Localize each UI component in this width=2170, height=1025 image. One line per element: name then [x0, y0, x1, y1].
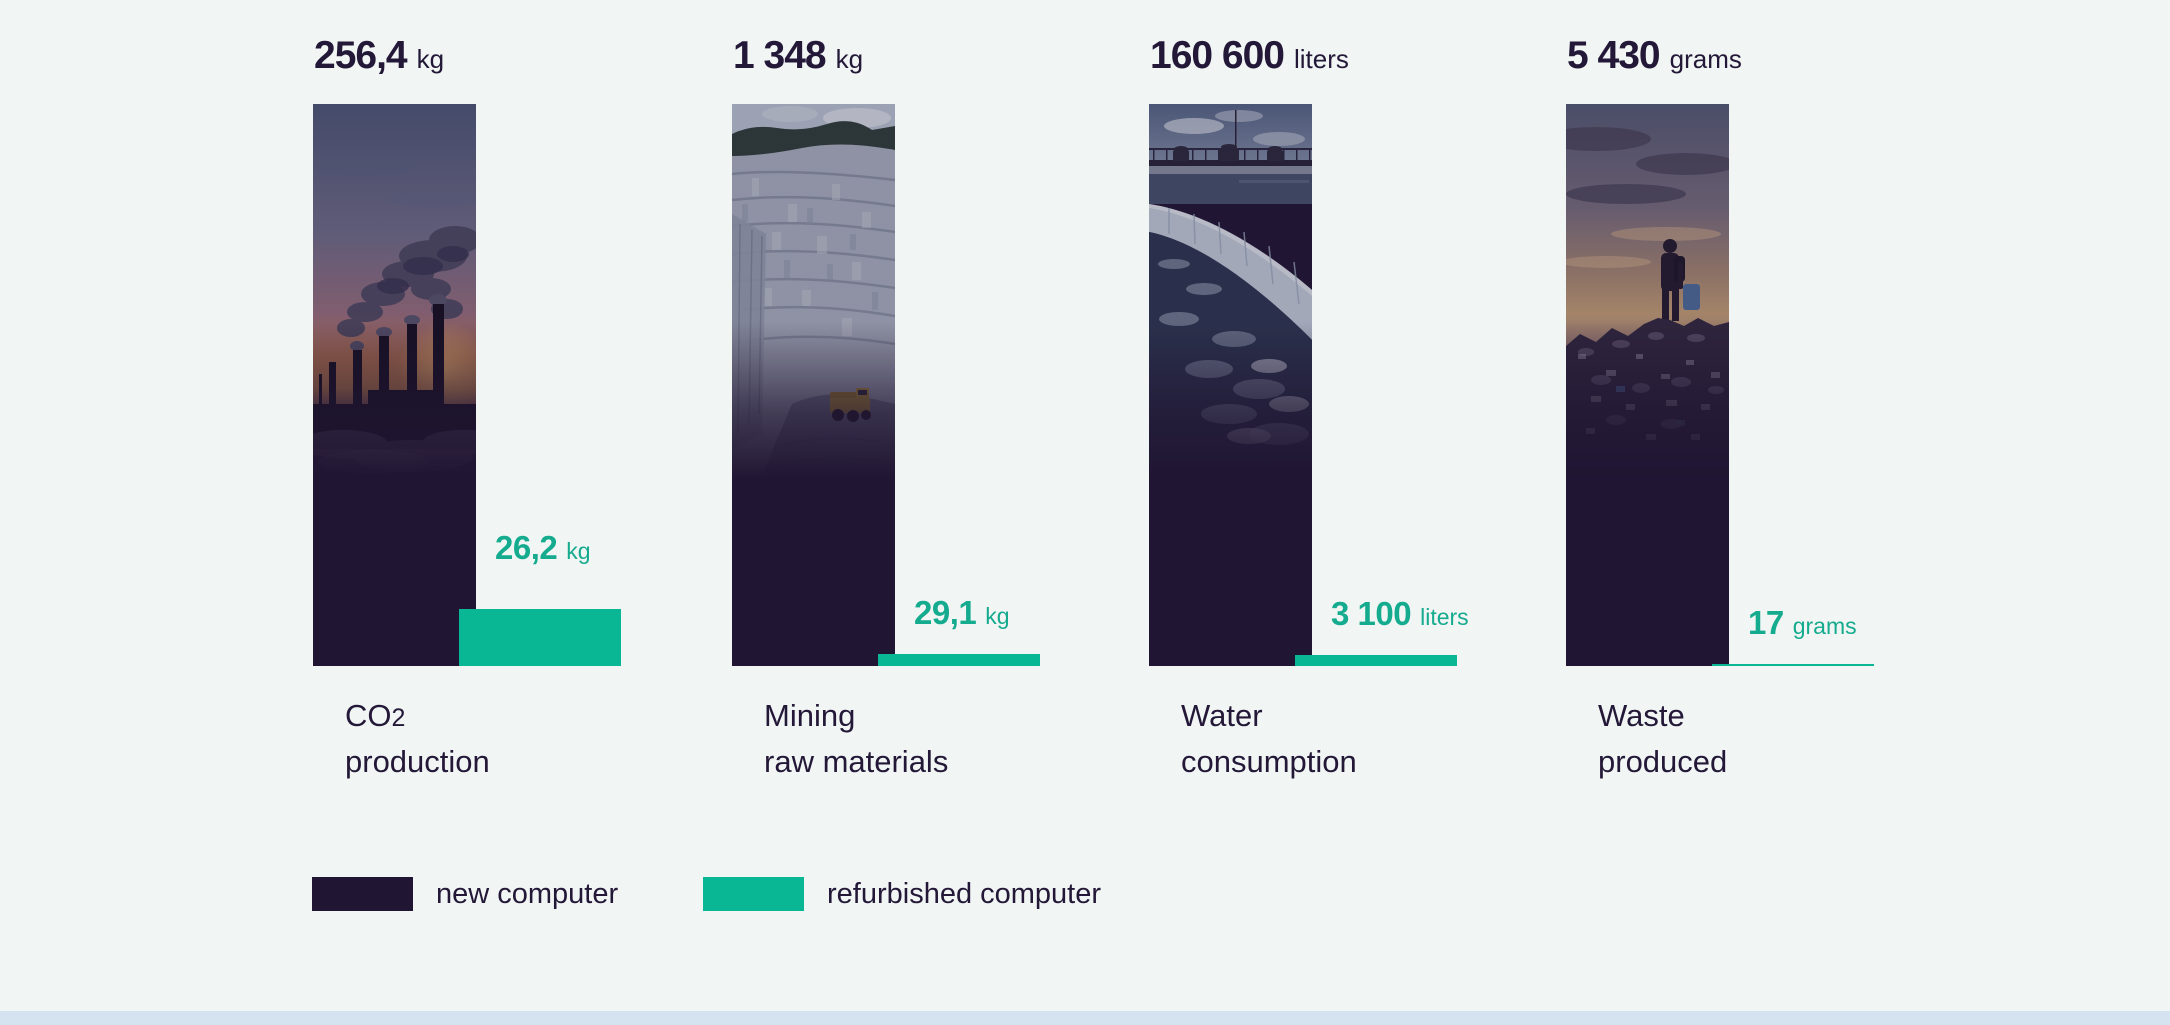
new-value-label: 5 430 grams: [1567, 34, 1742, 78]
refurbished-value-label: 26,2 kg: [495, 529, 591, 567]
new-value-unit: liters: [1293, 44, 1349, 74]
refurbished-value-label: 3 100 liters: [1331, 595, 1469, 633]
new-computer-bar: [1149, 104, 1312, 666]
new-value-number: 160 600: [1150, 34, 1285, 77]
refurbished-computer-bar: [1712, 663, 1874, 666]
category-label: Waste produced: [1598, 698, 1728, 779]
column-mining: 1 348 kg: [732, 0, 1062, 800]
new-computer-bar: [1566, 104, 1729, 666]
legend-label-new: new computer: [436, 878, 619, 910]
new-value-number: 256,4: [314, 34, 408, 77]
refurbished-value-number: 26,2: [495, 528, 558, 566]
new-value-unit: grams: [1669, 44, 1742, 74]
new-computer-bar: [313, 104, 476, 666]
refurbished-value-label: 17 grams: [1748, 604, 1857, 642]
new-value-number: 1 348: [733, 34, 827, 77]
category-label: Water consumption: [1181, 698, 1357, 779]
refurbished-value-unit: liters: [1420, 604, 1469, 631]
new-value-unit: kg: [835, 44, 864, 74]
refurbished-value-number: 17: [1748, 603, 1784, 641]
column-co2: 256,4 kg: [313, 0, 643, 800]
category-label: Mining raw materials: [764, 698, 949, 779]
new-value-label: 1 348 kg: [733, 34, 863, 78]
refurbished-value-unit: grams: [1792, 612, 1857, 639]
legend-swatch-refurbished: [703, 877, 804, 911]
legend-swatch-new: [312, 877, 413, 911]
refurbished-value-number: 3 100: [1331, 595, 1412, 633]
category-label: CO2 production: [345, 698, 490, 779]
refurbished-value-number: 29,1: [914, 593, 977, 631]
legend-item-refurbished: refurbished computer: [703, 877, 1101, 911]
column-water: 160 600 liters: [1149, 0, 1479, 800]
photo-fade-overlay: [313, 104, 476, 480]
refurbished-computer-bar: [459, 608, 621, 666]
photo-fade-overlay: [732, 104, 895, 480]
column-waste: 5 430 grams: [1566, 0, 1896, 800]
legend-item-new: new computer: [312, 877, 618, 911]
refurbished-computer-bar: [1295, 655, 1457, 666]
new-value-number: 5 430: [1567, 34, 1661, 77]
refurbished-value-unit: kg: [566, 537, 591, 564]
legend-label-refurbished: refurbished computer: [827, 878, 1102, 910]
photo-fade-overlay: [1149, 104, 1312, 480]
bottom-border-strip: [0, 1011, 2170, 1025]
photo-fade-overlay: [1566, 104, 1729, 480]
refurbished-computer-bar: [878, 653, 1040, 666]
refurbished-value-label: 29,1 kg: [914, 594, 1010, 632]
new-value-label: 160 600 liters: [1150, 34, 1349, 78]
new-value-label: 256,4 kg: [314, 34, 444, 78]
refurbished-value-unit: kg: [985, 602, 1010, 629]
new-value-unit: kg: [416, 44, 445, 74]
new-computer-bar: [732, 104, 895, 666]
